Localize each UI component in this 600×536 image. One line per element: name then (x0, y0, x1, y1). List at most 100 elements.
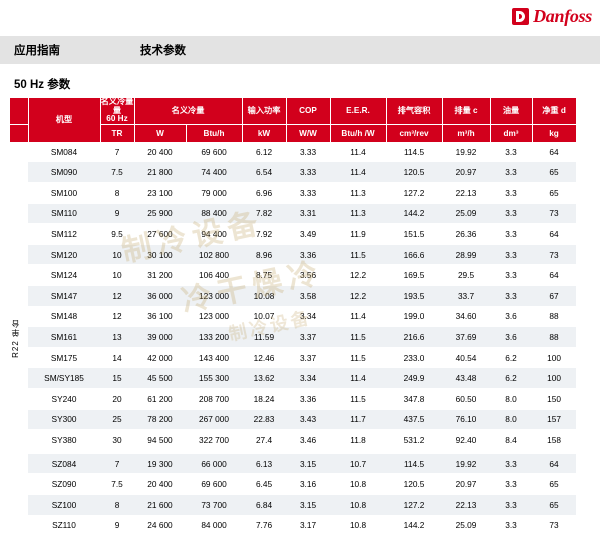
cell-w: 20 400 (134, 473, 186, 495)
table-group-label: R22 单台 (10, 141, 28, 536)
cell-btu-h: 106 400 (186, 264, 243, 286)
cell-model: SZ100 (28, 494, 100, 516)
cell-kw: 6.54 (242, 161, 287, 184)
cell-btu-h: 79 000 (186, 182, 243, 204)
table-row: SZ090 7.5 20 400 69 600 6.45 3.16 10.8 120.5 20.… (10, 473, 590, 495)
table-row: SM124 10 31 200 106 400 8.75 3.56 12.2 169.5 29.… (10, 264, 590, 286)
cell-btu-h-w: 11.4 (330, 367, 387, 389)
cell-btu-h-w: 12.2 (330, 264, 387, 286)
table-row: SY300 25 78 200 267 000 22.83 3.43 11.7 437.5 76… (10, 409, 590, 431)
cell-w-w: 3.34 (286, 306, 331, 328)
cell-tr: 10 (100, 244, 134, 266)
cell-btu-h-w: 11.3 (330, 182, 387, 204)
spec-table-area: 机型 名义冷量量 60 Hz 名义冷量 输入功率 COP E.E.R. 排气容积… (0, 97, 600, 536)
cell-w-w: 3.34 (286, 367, 331, 389)
header-oil-charge: 油量 (490, 98, 533, 125)
cell-kw: 7.76 (242, 515, 287, 536)
cell-kw: 6.84 (242, 494, 287, 516)
cell-model: SM/SY185 (28, 367, 100, 389)
header-nominal-capacity: 名义冷量 (134, 98, 243, 125)
cell-kw: 12.46 (242, 347, 287, 369)
cell-m-h: 29.5 (442, 264, 491, 286)
cell-kw: 22.83 (242, 409, 287, 431)
cell-btu-h: 66 000 (186, 453, 243, 475)
cell-w: 27 600 (134, 223, 186, 245)
cell-tr: 10 (100, 264, 134, 286)
cell-btu-h-w: 12.2 (330, 285, 387, 307)
cell-btu-h: 155 300 (186, 367, 243, 389)
cell-w-w: 3.16 (286, 473, 331, 495)
cell-kg: 64 (532, 453, 577, 475)
cell-model: SM110 (28, 203, 100, 225)
cell-kg: 157 (532, 409, 577, 431)
cell-btu-h: 102 800 (186, 244, 243, 266)
cell-btu-h-w: 10.8 (330, 515, 387, 536)
cell-kw: 8.96 (242, 244, 287, 266)
cell-tr: 9.5 (100, 223, 134, 245)
cell-btu-h: 143 400 (186, 347, 243, 369)
cell-btu-h-w: 11.5 (330, 326, 387, 348)
spec-table: 机型 名义冷量量 60 Hz 名义冷量 输入功率 COP E.E.R. 排气容积… (10, 97, 590, 536)
cell-kw: 13.62 (242, 367, 287, 389)
table-row: SM110 9 25 900 88 400 7.82 3.31 11.3 144.2 25.09… (10, 203, 590, 225)
spec-table-head: 机型 名义冷量量 60 Hz 名义冷量 输入功率 COP E.E.R. 排气容积… (10, 97, 590, 142)
header-row-units: TR W Btu/h kW W/W Btu/h /W cm³/rev m³/h … (10, 123, 590, 142)
cell-cm-rev: 120.5 (386, 161, 443, 184)
cell-dm-: 3.3 (490, 203, 533, 225)
cell-w: 21 800 (134, 161, 186, 184)
cell-w-w: 3.17 (286, 515, 331, 536)
cell-btu-h-w: 11.4 (330, 306, 387, 328)
cell-cm-rev: 151.5 (386, 223, 443, 245)
table-row: SY240 20 61 200 208 700 18.24 3.36 11.5 347.8 60… (10, 388, 590, 410)
table-row: SM090 7.5 21 800 74 400 6.54 3.33 11.4 120.5 20.… (10, 161, 590, 184)
cell-btu-h-w: 11.4 (330, 141, 387, 163)
cell-dm-: 3.3 (490, 494, 533, 516)
cell-btu-h-w: 10.7 (330, 453, 387, 475)
cell-m-h: 25.09 (442, 203, 491, 225)
table-row: SM100 8 23 100 79 000 6.96 3.33 11.3 127.2 22.13… (10, 182, 590, 204)
table-row: R22 单台 SM084 7 20 400 69 600 6.12 3.33 11.4 114.… (10, 141, 590, 536)
cell-btu-h: 74 400 (186, 161, 243, 184)
cell-m-h: 33.7 (442, 285, 491, 307)
header-net-weight: 净重 d (532, 98, 577, 125)
cell-cm-rev: 199.0 (386, 306, 443, 328)
cell-kg: 64 (532, 264, 577, 286)
cell-kg: 73 (532, 203, 577, 225)
cell-kw: 6.13 (242, 453, 287, 475)
cell-model: SZ090 (28, 473, 100, 495)
table-row: SM147 12 36 000 123 000 10.08 3.58 12.2 193.5 33… (10, 285, 590, 307)
cell-w-w: 3.15 (286, 494, 331, 516)
cell-m-h: 19.92 (442, 141, 491, 163)
cell-btu-h-w: 11.3 (330, 203, 387, 225)
cell-cm-rev: 114.5 (386, 141, 443, 163)
table-row: SM161 13 39 000 133 200 11.59 3.37 11.5 216.6 37… (10, 326, 590, 348)
cell-kw: 8.75 (242, 264, 287, 286)
cell-kw: 18.24 (242, 388, 287, 410)
title-bar: 应用指南 技术参数 (0, 36, 600, 64)
cell-tr: 14 (100, 347, 134, 369)
cell-btu-h-w: 11.5 (330, 347, 387, 369)
section-heading: 50 Hz 参数 (14, 79, 71, 91)
cell-btu-h: 123 000 (186, 285, 243, 307)
cell-cm-rev: 166.6 (386, 244, 443, 266)
cell-dm-: 8.4 (490, 429, 533, 451)
cell-w-w: 3.31 (286, 203, 331, 225)
danfoss-logo: Danfoss (512, 6, 592, 27)
header-displacement-volume: 排气容积 (386, 98, 443, 125)
cell-w-w: 3.49 (286, 223, 331, 245)
cell-m-h: 28.99 (442, 244, 491, 266)
cell-dm-: 3.3 (490, 141, 533, 163)
cell-tr: 15 (100, 367, 134, 389)
cell-w: 25 900 (134, 203, 186, 225)
table-row: SM148 12 36 100 123 000 10.07 3.34 11.4 199.0 34… (10, 306, 590, 328)
cell-kw: 11.59 (242, 326, 287, 348)
cell-dm-: 3.3 (490, 244, 533, 266)
cell-dm-: 3.3 (490, 223, 533, 245)
cell-btu-h: 322 700 (186, 429, 243, 451)
cell-m-h: 25.09 (442, 515, 491, 536)
cell-cm-rev: 437.5 (386, 409, 443, 431)
table-group-label-text: R22 单台 (11, 319, 20, 359)
cell-cm-rev: 127.2 (386, 182, 443, 204)
cell-kg: 65 (532, 494, 577, 516)
cell-model: SM090 (28, 161, 100, 184)
